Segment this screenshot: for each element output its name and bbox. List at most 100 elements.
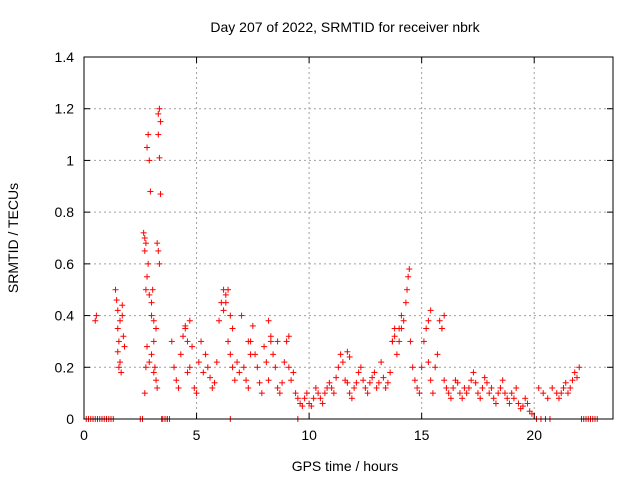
data-point [508, 390, 515, 397]
data-point [267, 333, 274, 340]
data-point [142, 286, 149, 293]
data-point [150, 338, 157, 345]
data-point [238, 312, 245, 319]
data-point [272, 364, 279, 371]
data-point [265, 317, 272, 324]
data-point [202, 351, 209, 358]
data-point [209, 384, 216, 391]
data-point [144, 273, 151, 280]
data-point [504, 395, 511, 402]
data-point [150, 369, 157, 376]
chart-title: Day 207 of 2022, SRMTID for receiver nbr… [210, 19, 480, 35]
data-point [261, 343, 268, 350]
data-point [144, 343, 151, 350]
data-point [294, 395, 301, 402]
data-point [389, 338, 396, 345]
data-point [506, 400, 513, 407]
data-point [558, 390, 565, 397]
data-point [154, 240, 161, 247]
data-point [351, 384, 358, 391]
data-point [418, 364, 425, 371]
data-point [441, 377, 448, 384]
data-point [571, 369, 578, 376]
y-axis-label: SRMTID / TECUs [5, 183, 21, 293]
data-point [274, 338, 281, 345]
data-point [142, 240, 149, 247]
data-point [120, 333, 127, 340]
data-point [265, 377, 272, 384]
data-point [227, 351, 234, 358]
data-point [177, 351, 184, 358]
data-point [499, 377, 506, 384]
data-point [227, 312, 234, 319]
data-point [225, 338, 232, 345]
data-point [373, 384, 380, 391]
data-point [285, 364, 292, 371]
data-point [321, 390, 328, 397]
data-point [153, 377, 160, 384]
data-point [247, 351, 254, 358]
data-point [243, 377, 250, 384]
data-point [346, 390, 353, 397]
data-point [245, 384, 252, 391]
data-point [211, 379, 218, 386]
data-point [274, 384, 281, 391]
data-point [490, 395, 497, 402]
data-point [396, 325, 403, 332]
data-point [245, 338, 252, 345]
data-point [184, 338, 191, 345]
data-point [330, 390, 337, 397]
data-point [540, 390, 547, 397]
data-point [317, 395, 324, 402]
data-point [549, 384, 556, 391]
data-point [229, 364, 236, 371]
data-point [168, 338, 175, 345]
data-point [117, 359, 124, 366]
data-point [173, 377, 180, 384]
data-point [175, 384, 182, 391]
data-point [146, 359, 153, 366]
data-point [438, 325, 445, 332]
data-points [83, 105, 601, 422]
data-point [443, 384, 450, 391]
data-point [292, 390, 299, 397]
data-point [150, 317, 157, 324]
data-point [387, 369, 394, 376]
data-point [267, 338, 274, 345]
data-point [186, 364, 193, 371]
data-point [186, 317, 193, 324]
data-point [92, 317, 99, 324]
data-point [220, 307, 227, 314]
data-point [191, 384, 198, 391]
data-point [213, 359, 220, 366]
data-point [567, 384, 574, 391]
data-point [454, 379, 461, 386]
x-tick-label: 0 [80, 427, 88, 443]
data-point [382, 384, 389, 391]
data-point [301, 395, 308, 402]
data-point [477, 395, 484, 402]
y-tick-label: 1.2 [55, 101, 75, 117]
data-point [157, 191, 164, 198]
data-point [229, 325, 236, 332]
data-point [319, 400, 326, 407]
data-point [344, 379, 351, 386]
data-point [488, 384, 495, 391]
data-point [393, 351, 400, 358]
data-point [142, 364, 149, 371]
data-point [432, 364, 439, 371]
data-point [468, 377, 475, 384]
data-point [353, 379, 360, 386]
data-point [513, 384, 520, 391]
data-point [400, 317, 407, 324]
data-point [560, 384, 567, 391]
data-point [276, 390, 283, 397]
data-point [569, 377, 576, 384]
grid-lines [84, 57, 613, 419]
data-point [189, 343, 196, 350]
data-point [281, 359, 288, 366]
data-point [406, 266, 413, 273]
data-point [254, 364, 261, 371]
data-point [522, 395, 529, 402]
data-point [436, 317, 443, 324]
